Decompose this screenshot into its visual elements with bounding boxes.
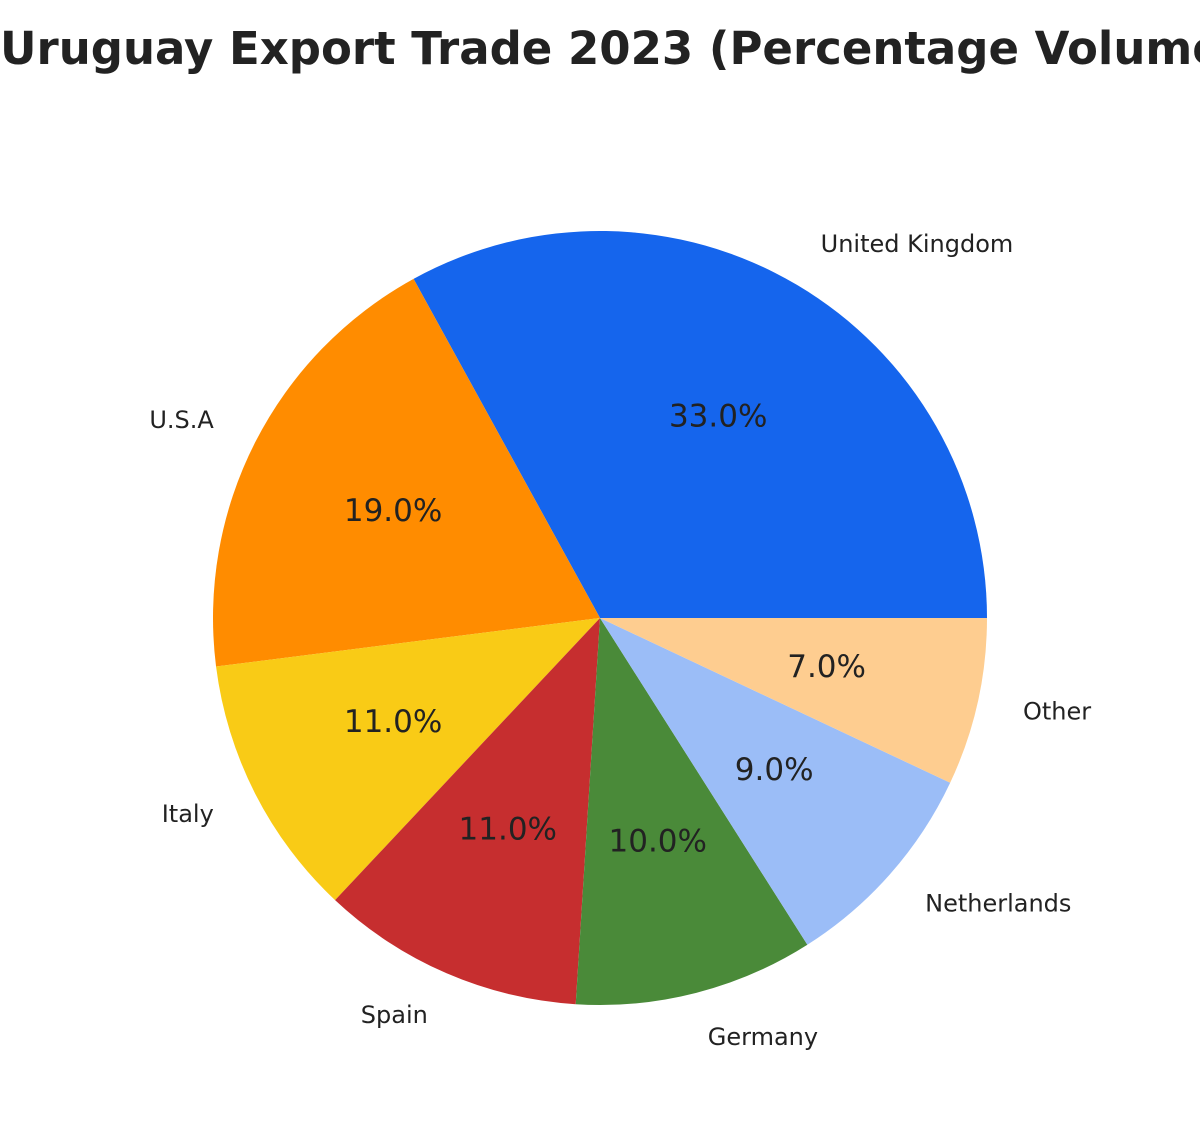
slice-label-other: Other: [1023, 698, 1091, 726]
pie-slice-italy: [216, 618, 600, 901]
pct-label-other: 7.0%: [787, 649, 866, 685]
chart-title: Uruguay Export Trade 2023 (Percentage Vo…: [0, 22, 1200, 75]
pct-label-spain: 11.0%: [459, 812, 557, 848]
slice-label-italy: Italy: [162, 800, 214, 828]
pie-slice-netherlands: [600, 618, 951, 945]
pie-slice-united-kingdom: [413, 231, 987, 618]
slice-label-germany: Germany: [708, 1023, 818, 1051]
slice-label-netherlands: Netherlands: [925, 890, 1071, 918]
slice-label-spain: Spain: [361, 1001, 428, 1029]
pct-label-united-kingdom: 33.0%: [669, 399, 767, 435]
pct-label-netherlands: 9.0%: [735, 752, 814, 788]
pct-label-u-s-a: 19.0%: [344, 493, 442, 529]
slice-label-u-s-a: U.S.A: [149, 406, 214, 434]
pie-slice-u-s-a: [212, 278, 600, 667]
pie-slices: [212, 231, 987, 1005]
pct-label-germany: 10.0%: [609, 823, 707, 859]
pie-slice-spain: [335, 618, 600, 1005]
pie-slice-other: [600, 618, 987, 783]
pie-labels: United Kingdom 33.0% U.S.A 19.0% Italy 11.0% S…: [149, 230, 1091, 1051]
pie-slice-germany: [575, 618, 808, 1005]
pct-label-italy: 11.0%: [344, 704, 442, 740]
slice-label-united-kingdom: United Kingdom: [821, 230, 1014, 258]
